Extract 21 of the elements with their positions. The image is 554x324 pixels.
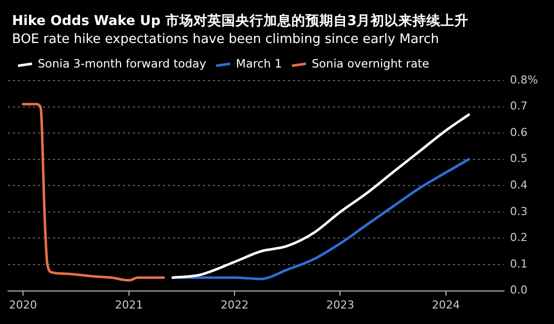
line-series xyxy=(22,102,165,282)
x-tick-label: 2022 xyxy=(220,298,249,312)
y-tick-label: 0.8% xyxy=(510,73,538,86)
y-tick-label: 0.1 xyxy=(510,257,528,270)
x-tick-label: 2023 xyxy=(326,298,354,312)
y-tick-label: 0.6 xyxy=(510,126,528,139)
x-tick-label: 2024 xyxy=(432,298,460,312)
x-tick-label: 2021 xyxy=(114,298,143,312)
y-tick-label: 0.5 xyxy=(510,152,528,166)
legend-label: Sonia overnight rate xyxy=(312,56,430,71)
y-tick-label: 0.4 xyxy=(510,178,528,192)
y-tick-label: 0.0 xyxy=(510,284,528,297)
x-tick-label: 2020 xyxy=(9,298,38,312)
legend-label: March 1 xyxy=(236,56,282,71)
y-tick-label: 0.3 xyxy=(510,204,528,218)
chart-title: Hike Odds Wake Up 市场对英国央行加息的预期自3月初以来持续上升 xyxy=(12,12,470,30)
line-series xyxy=(171,113,470,279)
legend-label: Sonia 3-month forward today xyxy=(38,56,206,71)
chart-subtitle: BOE rate hike expectations have been climbing since early March xyxy=(12,32,440,47)
y-tick-label: 0.7 xyxy=(510,100,528,113)
y-tick-label: 0.2 xyxy=(510,231,528,244)
